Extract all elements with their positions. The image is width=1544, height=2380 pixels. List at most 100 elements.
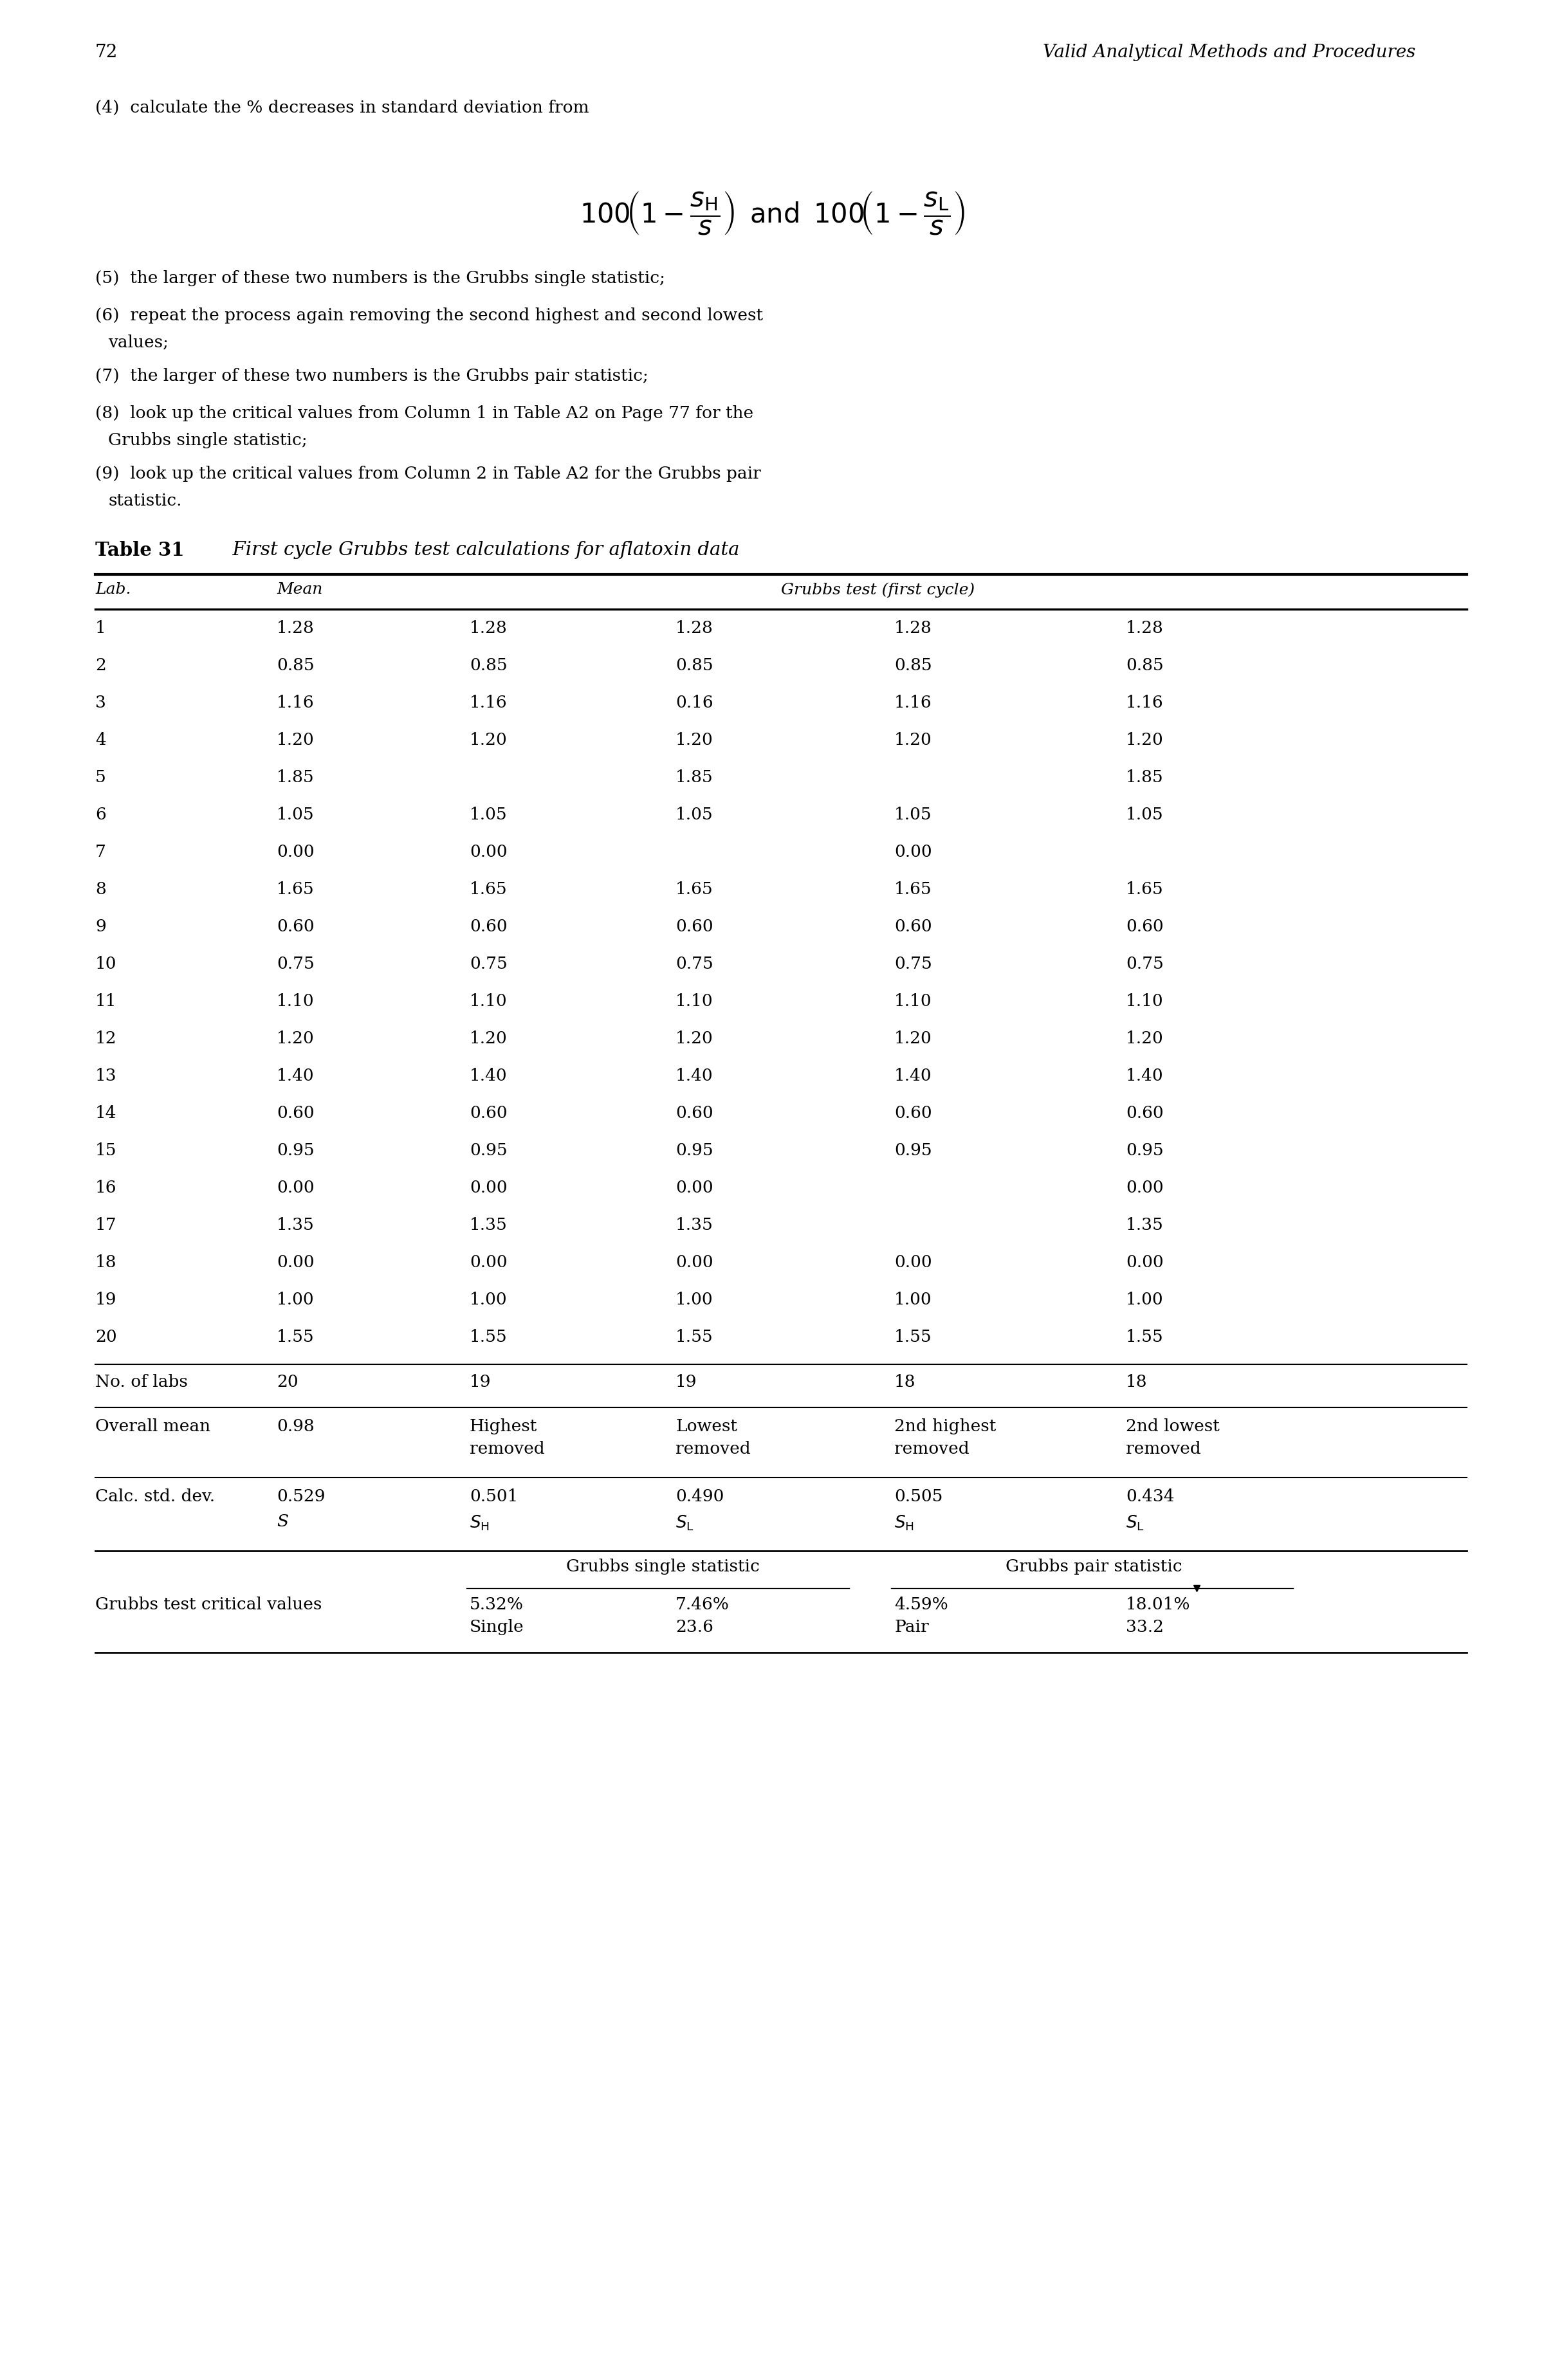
Text: Grubbs test critical values: Grubbs test critical values [96,1597,321,1614]
Text: 9: 9 [96,919,107,935]
Text: 1.28: 1.28 [276,621,315,635]
Text: 4.59%
Pair: 4.59% Pair [894,1597,948,1635]
Text: 0.00: 0.00 [894,845,933,859]
Text: 1.05: 1.05 [276,807,315,823]
Text: 1.28: 1.28 [676,621,713,635]
Text: S: S [276,1514,289,1530]
Text: $S_\mathrm{L}$: $S_\mathrm{L}$ [1126,1514,1144,1533]
Text: 18.01%
33.2: 18.01% 33.2 [1126,1597,1190,1635]
Text: 1.16: 1.16 [469,695,508,712]
Text: 18: 18 [96,1254,117,1271]
Text: 11: 11 [96,992,117,1009]
Text: 1.16: 1.16 [894,695,933,712]
Text: 0.85: 0.85 [276,657,315,674]
Text: 1.65: 1.65 [676,881,713,897]
Text: Calc. std. dev.: Calc. std. dev. [96,1488,215,1504]
Text: 1.16: 1.16 [1126,695,1164,712]
Text: Grubbs single statistic: Grubbs single statistic [565,1559,760,1576]
Text: Lowest
removed: Lowest removed [676,1418,750,1457]
Text: 1.55: 1.55 [894,1328,933,1345]
Text: $S_\mathrm{H}$: $S_\mathrm{H}$ [894,1514,914,1533]
Text: 17: 17 [96,1216,117,1233]
Text: 0.98: 0.98 [276,1418,315,1435]
Text: Grubbs test (first cycle): Grubbs test (first cycle) [781,583,974,597]
Text: 0.490: 0.490 [676,1488,724,1504]
Text: 0.60: 0.60 [469,919,508,935]
Text: 0.16: 0.16 [676,695,713,712]
Text: 1.20: 1.20 [469,1031,508,1047]
Text: 1.65: 1.65 [1126,881,1164,897]
Text: 0.00: 0.00 [894,1254,933,1271]
Text: 1.10: 1.10 [276,992,315,1009]
Text: 1.55: 1.55 [1126,1328,1164,1345]
Text: 0.75: 0.75 [276,957,315,971]
Text: Table 31: Table 31 [96,540,184,559]
Text: 1.28: 1.28 [1126,621,1164,635]
Text: Overall mean: Overall mean [96,1418,210,1435]
Text: 0.529: 0.529 [276,1488,326,1504]
Text: 1.55: 1.55 [676,1328,713,1345]
Text: 6: 6 [96,807,107,823]
Text: 1.35: 1.35 [1126,1216,1164,1233]
Text: 16: 16 [96,1180,117,1195]
Text: 1.10: 1.10 [894,992,933,1009]
Text: 1.20: 1.20 [894,733,933,747]
Text: 1.85: 1.85 [676,769,713,785]
Text: 1.10: 1.10 [1126,992,1164,1009]
Text: 0.60: 0.60 [676,1104,713,1121]
Text: 1.00: 1.00 [676,1292,713,1307]
Text: 0.85: 0.85 [676,657,713,674]
Text: Grubbs pair statistic: Grubbs pair statistic [1005,1559,1183,1576]
Text: Highest
removed: Highest removed [469,1418,545,1457]
Text: Valid Analytical Methods and Procedures: Valid Analytical Methods and Procedures [1042,43,1416,62]
Text: 0.95: 0.95 [676,1142,713,1159]
Text: 0.60: 0.60 [1126,1104,1164,1121]
Text: 1.28: 1.28 [469,621,508,635]
Text: 0.75: 0.75 [894,957,933,971]
Text: 2nd lowest
removed: 2nd lowest removed [1126,1418,1220,1457]
Text: $100\!\left(1-\dfrac{s_{\mathrm{H}}}{s}\right)$$\enspace\mathrm{and}\enspace$$10: $100\!\left(1-\dfrac{s_{\mathrm{H}}}{s}\… [579,190,965,236]
Text: 18: 18 [894,1373,916,1390]
Text: 1.85: 1.85 [276,769,315,785]
Text: 1.40: 1.40 [1126,1069,1164,1083]
Text: Grubbs single statistic;: Grubbs single statistic; [108,433,307,447]
Text: 4: 4 [96,733,107,747]
Text: 0.00: 0.00 [469,845,508,859]
Text: 0.85: 0.85 [1126,657,1164,674]
Text: 1.65: 1.65 [894,881,933,897]
Text: 13: 13 [96,1069,117,1083]
Text: 3: 3 [96,695,107,712]
Text: 0.00: 0.00 [469,1180,508,1195]
Text: 0.00: 0.00 [676,1254,713,1271]
Text: 0.95: 0.95 [469,1142,508,1159]
Text: 2: 2 [96,657,107,674]
Text: 1.35: 1.35 [676,1216,713,1233]
Text: 19: 19 [469,1373,491,1390]
Text: 2nd highest
removed: 2nd highest removed [894,1418,996,1457]
Text: 1.40: 1.40 [276,1069,315,1083]
Text: 7: 7 [96,845,107,859]
Text: 0.00: 0.00 [469,1254,508,1271]
Text: Lab.: Lab. [96,583,131,597]
Text: 20: 20 [276,1373,298,1390]
Text: 15: 15 [96,1142,117,1159]
Text: 0.00: 0.00 [276,1180,315,1195]
Text: 1.65: 1.65 [469,881,508,897]
Text: 19: 19 [676,1373,696,1390]
Text: 1.05: 1.05 [894,807,933,823]
Text: 8: 8 [96,881,107,897]
Text: 0.00: 0.00 [1126,1180,1164,1195]
Text: 1.10: 1.10 [676,992,713,1009]
Text: 1.20: 1.20 [1126,1031,1164,1047]
Text: 10: 10 [96,957,117,971]
Text: 1.00: 1.00 [276,1292,315,1307]
Text: (7)  the larger of these two numbers is the Grubbs pair statistic;: (7) the larger of these two numbers is t… [96,369,648,383]
Text: 1.16: 1.16 [276,695,315,712]
Text: 0.00: 0.00 [676,1180,713,1195]
Text: 0.60: 0.60 [1126,919,1164,935]
Text: 19: 19 [96,1292,117,1307]
Text: 1.00: 1.00 [1126,1292,1164,1307]
Text: 1.20: 1.20 [894,1031,933,1047]
Text: 12: 12 [96,1031,117,1047]
Text: 0.85: 0.85 [894,657,933,674]
